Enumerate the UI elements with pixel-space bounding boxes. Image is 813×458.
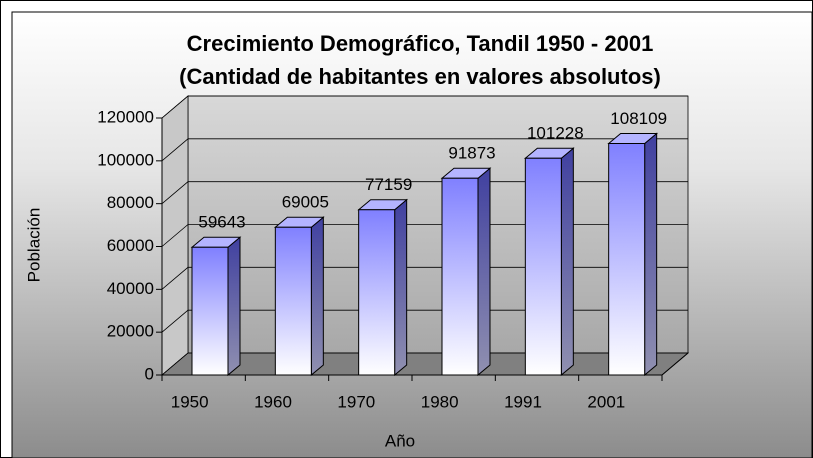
y-tick-label: 120000 [97,107,154,126]
grid-line [161,224,688,247]
y-tick-label: 100000 [97,150,154,169]
x-tick-label: 1950 [171,392,209,411]
data-label: 101228 [527,124,584,143]
bar-front [524,157,562,376]
bar [273,216,325,377]
grid-line [161,309,688,333]
chart-subtitle: (Cantidad de habitantes en valores absol… [179,64,661,89]
y-tick-label: 60000 [107,236,154,255]
grid-line [161,181,688,204]
bar-front [274,226,312,376]
bar-side [227,236,241,377]
bar-side [394,198,408,377]
data-label: 108109 [610,109,667,128]
bar [523,147,575,377]
x-tick-label: 1970 [337,392,375,411]
grid-line [161,138,688,162]
chart-title: Crecimiento Demográfico, Tandil 1950 - 2… [187,31,654,56]
data-label: 91873 [448,144,495,163]
bar-side [644,132,658,377]
bar-front [191,246,229,376]
bar-side [310,216,324,377]
x-tick-label: 1980 [421,392,459,411]
grid-line [161,352,688,376]
bar [607,132,659,377]
bar [357,198,409,377]
x-axis-depth [661,352,689,376]
data-label: 77159 [365,175,412,194]
data-label: 69005 [282,193,329,212]
data-label: 59643 [198,213,245,232]
grid-line [161,95,688,119]
y-tick-label: 40000 [107,279,154,298]
grid-line [161,266,688,290]
y-tick-label: 20000 [107,322,154,341]
bar [440,167,492,377]
bar-side [477,167,491,377]
y-axis-title: Población [24,208,43,283]
bar-side [560,147,574,377]
x-axis-title: Año [385,431,415,450]
x-tick-label: 1960 [254,392,292,411]
y-tick-label: 80000 [107,193,154,212]
bar-front [441,177,479,376]
bar-front [608,142,646,376]
x-tick-label: 2001 [587,392,625,411]
bar [190,236,242,377]
x-tick-label: 1991 [504,392,542,411]
y-tick-label: 0 [145,364,154,383]
bar-front [358,209,396,376]
